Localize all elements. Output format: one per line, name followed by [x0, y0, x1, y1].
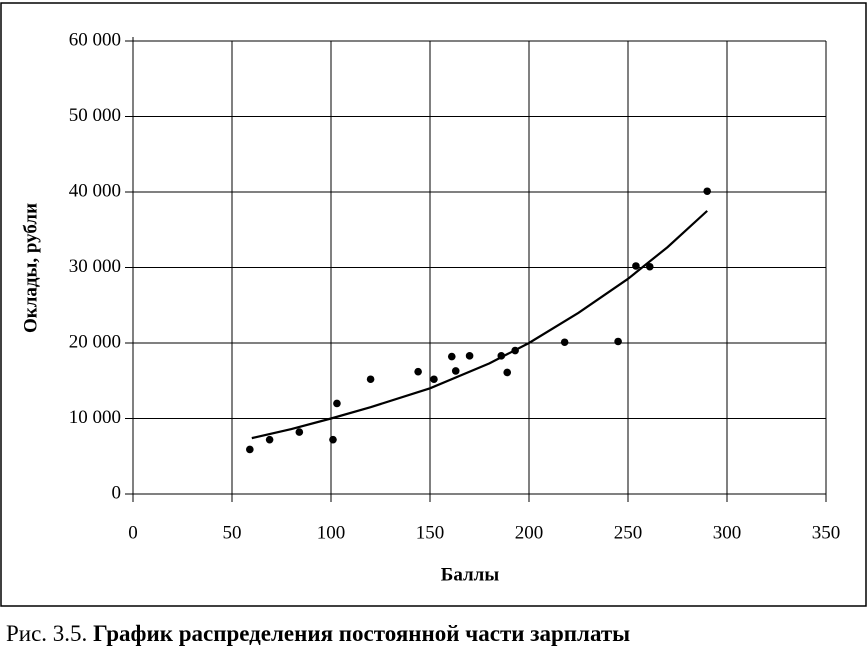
y-tick-label: 10 000 — [69, 407, 121, 428]
x-tick-label: 50 — [223, 522, 242, 543]
y-tick-label: 0 — [112, 482, 122, 503]
y-tick-label: 60 000 — [69, 29, 121, 50]
scatter-point — [295, 428, 304, 436]
scatter-point — [430, 375, 438, 384]
scatter-point — [333, 399, 341, 408]
x-axis-label: Баллы — [441, 564, 500, 585]
x-tick-label: 0 — [128, 522, 138, 543]
x-tick-label: 200 — [515, 522, 544, 543]
scatter-point — [265, 435, 274, 444]
caption: Рис. 3.5. График распределения постоянно… — [6, 621, 630, 646]
scatter-point — [246, 445, 254, 454]
x-tick-label: 250 — [614, 522, 643, 543]
scatter-point — [614, 337, 622, 346]
y-tick-label: 50 000 — [69, 105, 121, 126]
y-tick-label: 20 000 — [69, 331, 121, 352]
caption-text: График распределения постоянной части за… — [93, 621, 630, 646]
scatter-point — [503, 368, 512, 377]
x-tick-label: 150 — [416, 522, 445, 543]
scatter-point — [645, 262, 654, 271]
scatter-point — [703, 187, 711, 196]
y-tick-label: 40 000 — [69, 180, 121, 201]
trend-line — [251, 210, 708, 440]
scatter-point — [414, 367, 422, 376]
caption-number: Рис. 3.5. — [6, 621, 87, 646]
x-tick-label: 300 — [713, 522, 742, 543]
x-tick-label: 100 — [317, 522, 346, 543]
scatter-point — [465, 352, 474, 360]
x-tick-label: 350 — [812, 522, 841, 543]
scatter-point — [497, 352, 506, 360]
scatter-point — [511, 346, 519, 355]
y-axis-label: Оклады, рубли — [20, 203, 41, 333]
scatter-point — [451, 367, 460, 375]
scatter-point — [329, 435, 337, 444]
y-tick-label: 30 000 — [69, 256, 121, 277]
scatter-point — [560, 338, 569, 347]
scatter-point — [447, 352, 456, 361]
scatter-point — [366, 375, 375, 384]
chart-frame — [0, 2, 867, 607]
scatter-point — [632, 262, 640, 270]
